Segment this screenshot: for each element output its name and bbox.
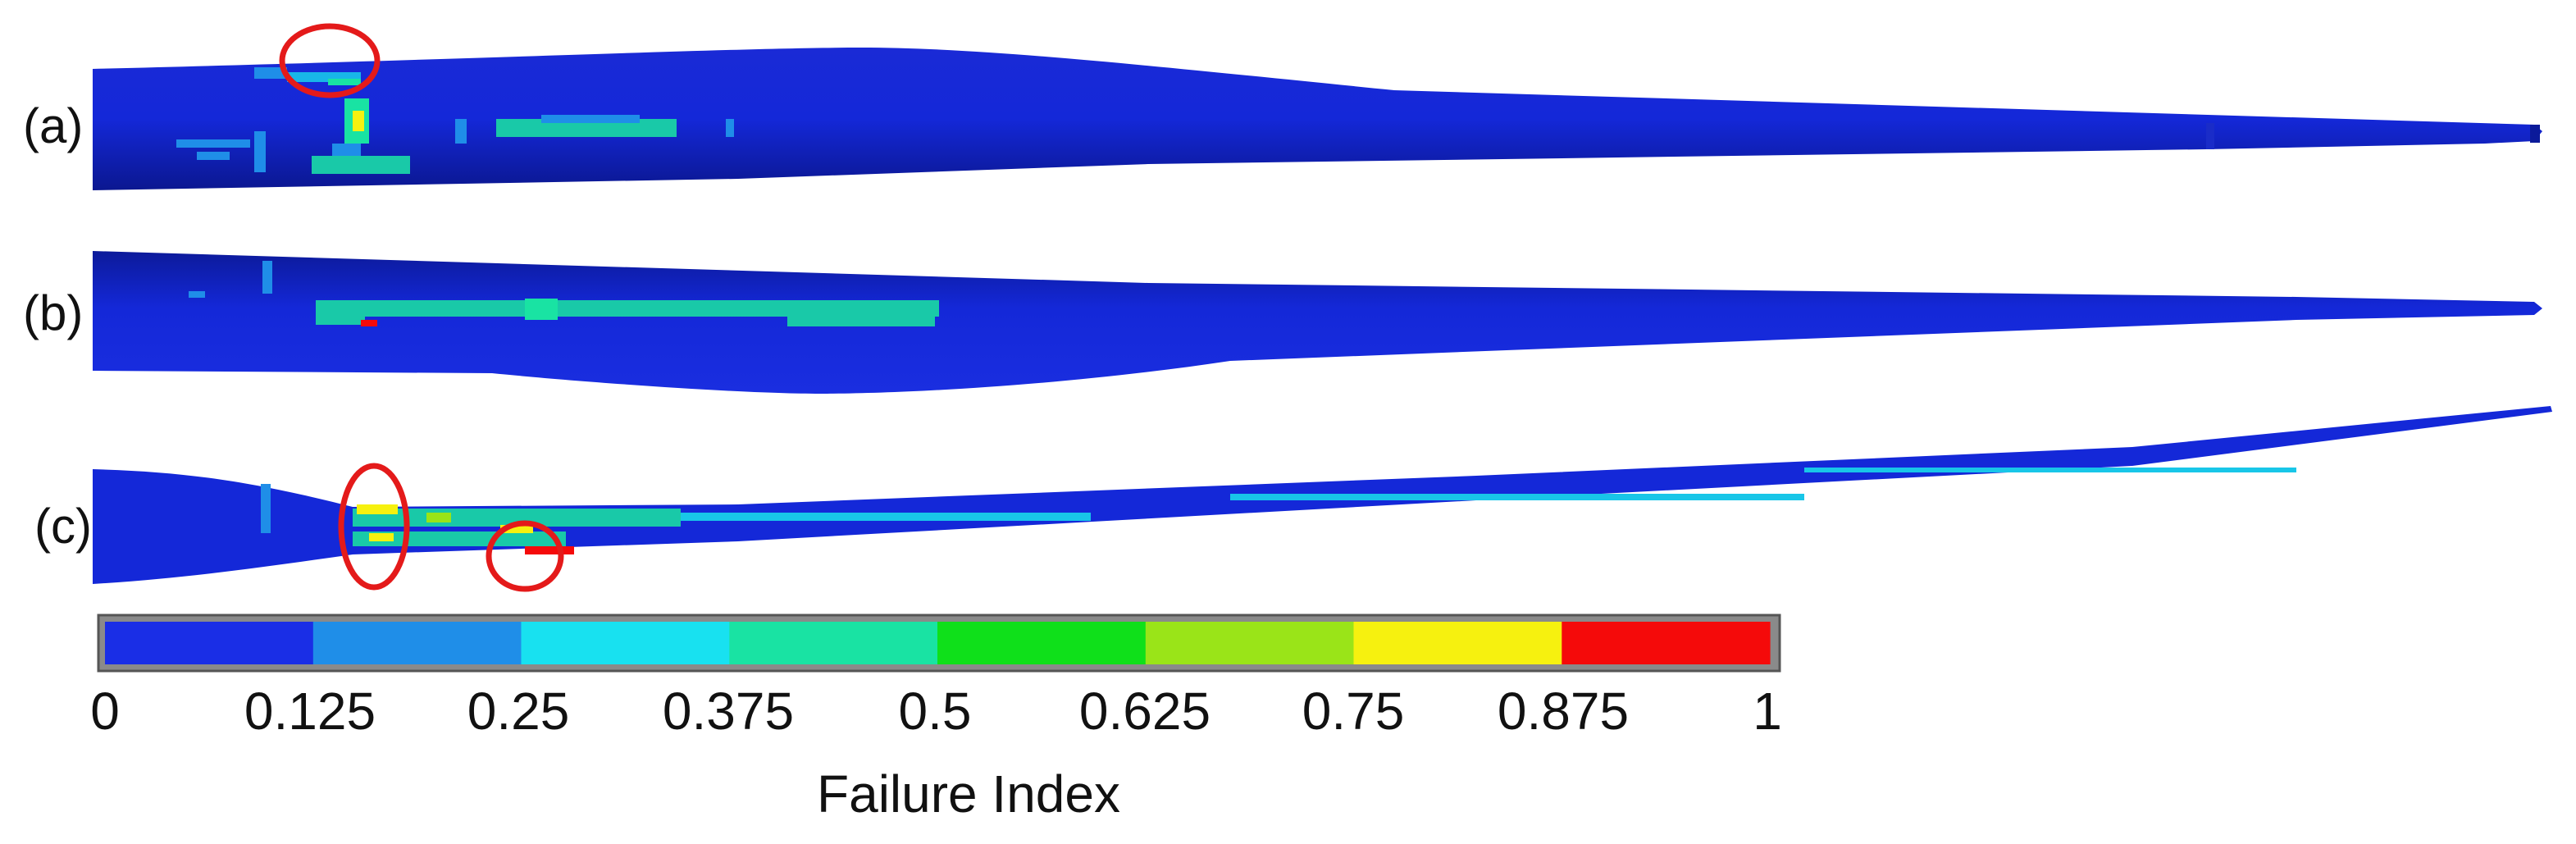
colorbar-segment-6 [1353, 622, 1562, 664]
blade-a [93, 23, 2542, 190]
blade-c-highlight-circle-2 [486, 520, 564, 592]
colorbar-tick-0: 0 [90, 682, 120, 741]
panel-label-b: (b) [23, 285, 84, 340]
colorbar-segment-7 [1562, 622, 1771, 664]
colorbar-segment-3 [729, 622, 938, 664]
colorbar-segment-5 [1145, 622, 1355, 664]
panel-label-c: (c) [34, 499, 92, 554]
colorbar-segment-4 [937, 622, 1147, 664]
colorbar-tick-8: 1 [1753, 682, 1782, 741]
panel-label-a: (a) [23, 98, 84, 153]
colorbar-segment-2 [521, 622, 730, 664]
blade-a-segment-line [2206, 123, 2214, 149]
blade-b-failure-patches [189, 261, 939, 326]
colorbar [97, 614, 1781, 673]
colorbar-tick-4: 0.5 [898, 682, 972, 741]
blade-a-highlight-circle [279, 23, 381, 98]
colorbar-segment-1 [312, 622, 522, 664]
colorbar-segments [105, 622, 1771, 664]
colorbar-tick-5: 0.625 [1078, 682, 1211, 741]
blade-a-failure-patches [176, 67, 734, 174]
colorbar-segment-0 [105, 622, 314, 664]
colorbar-tick-6: 0.75 [1302, 682, 1405, 741]
blade-c-highlight-circle-1 [338, 463, 410, 591]
blade-b [93, 251, 2542, 394]
colorbar-title: Failure Index [817, 764, 1120, 823]
blade-c [93, 406, 2552, 592]
colorbar-tick-7: 0.875 [1497, 682, 1630, 741]
colorbar-tick-2: 0.25 [467, 682, 570, 741]
colorbar-tick-3: 0.375 [662, 682, 795, 741]
colorbar-tick-1: 0.125 [244, 682, 376, 741]
